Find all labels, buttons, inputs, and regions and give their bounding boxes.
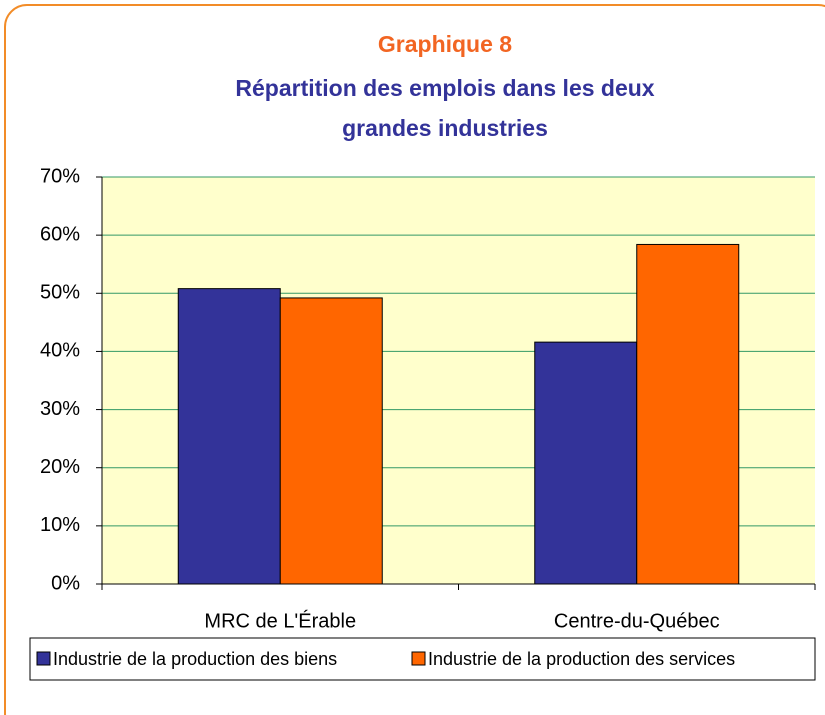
y-tick-label: 10%: [40, 514, 80, 536]
chart-subtitle: Répartition des emplois dans les deux: [235, 75, 654, 101]
x-tick-label: MRC de L'Érable: [204, 609, 356, 632]
bar: [534, 341, 638, 585]
bar: [636, 243, 740, 585]
bar: [177, 288, 281, 585]
legend-label: Industrie de la production des services: [428, 649, 735, 669]
x-tick-label: Centre-du-Québec: [554, 610, 720, 632]
y-tick-label: 40%: [40, 340, 80, 362]
y-tick-label: 30%: [40, 398, 80, 420]
bar: [279, 297, 383, 585]
legend-swatch: [36, 651, 51, 666]
y-tick-label: 50%: [40, 282, 80, 304]
y-tick-label: 0%: [51, 572, 80, 594]
chart-subtitle: grandes industries: [342, 115, 548, 141]
legend-swatch: [411, 651, 426, 666]
legend-label: Industrie de la production des biens: [53, 649, 337, 669]
y-tick-label: 60%: [40, 223, 80, 245]
chart-title: Graphique 8: [378, 31, 512, 57]
y-tick-label: 20%: [40, 456, 80, 478]
y-tick-label: 70%: [40, 165, 80, 187]
